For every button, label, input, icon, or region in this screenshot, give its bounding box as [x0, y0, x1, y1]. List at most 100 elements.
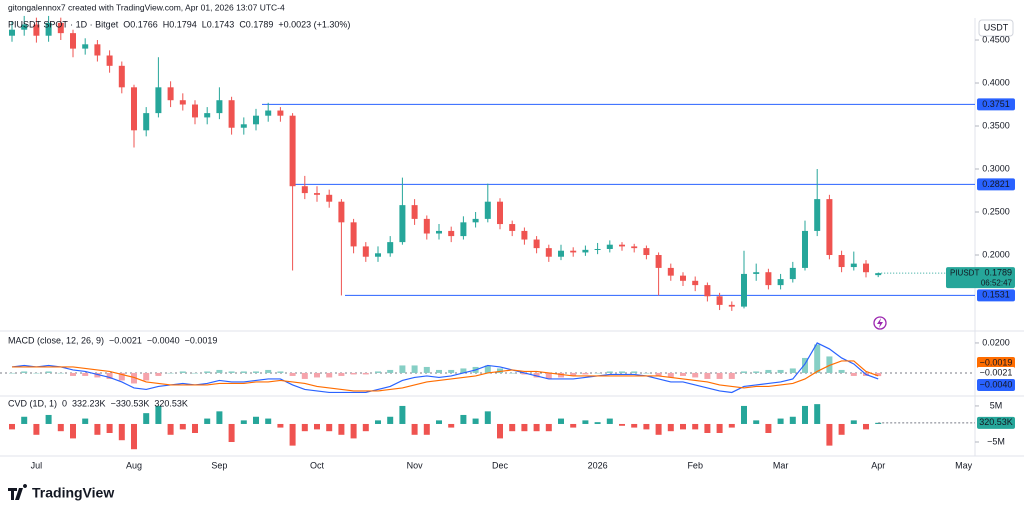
cvd-bar — [338, 423, 345, 435]
legend-item: C0.1789 — [239, 19, 273, 29]
cvd-bar — [484, 411, 491, 424]
cvd-bar — [728, 423, 735, 428]
candle-body — [692, 280, 699, 286]
cvd-bar — [741, 405, 747, 424]
cvd-bar — [57, 423, 64, 432]
candle-body — [838, 255, 845, 268]
icon-ring[interactable] — [873, 316, 887, 330]
candle-body — [57, 22, 64, 34]
candle-body — [45, 22, 52, 36]
y-tick-label: 0.4000 — [982, 77, 1010, 87]
cvd-bar — [570, 423, 577, 428]
candle-body — [704, 285, 711, 297]
histogram-bar — [131, 372, 137, 384]
cvd-bar — [533, 423, 540, 432]
last-price-box — [946, 267, 1015, 289]
histogram-bar — [192, 372, 198, 374]
histogram-bar — [777, 369, 784, 373]
y-tick-label: −5M — [987, 436, 1005, 446]
cvd-bar — [33, 423, 40, 435]
x-tick-label: Oct — [310, 460, 325, 470]
cvd-bar — [192, 423, 198, 433]
cvd-bar — [814, 404, 821, 424]
histogram-bar — [179, 371, 186, 373]
icon-bolt[interactable] — [877, 318, 883, 328]
histogram-bar — [497, 368, 503, 373]
histogram-bar — [155, 372, 162, 376]
cvd-bar — [362, 423, 369, 432]
cvd-bar — [875, 422, 882, 424]
currency[interactable]: USDT — [984, 22, 1009, 32]
histogram-bar — [253, 371, 259, 373]
histogram-bar — [106, 372, 113, 379]
cvd-bar — [472, 418, 479, 424]
histogram-bar — [57, 372, 64, 374]
macd-line — [11, 342, 879, 394]
snap-icon[interactable] — [873, 316, 887, 330]
cvd-bar — [619, 423, 625, 426]
candle-body — [387, 242, 394, 254]
cvd-bar — [436, 420, 442, 424]
cvd-bar — [521, 423, 528, 432]
histogram-bar — [753, 371, 760, 373]
x-tick-label: May — [955, 460, 973, 470]
candle-body — [741, 273, 747, 307]
last-price-symbol: PIUSDT — [950, 268, 979, 277]
candle-body — [155, 87, 162, 114]
legend-item: PIUSDT SPOT · 1D · Bitget — [8, 19, 119, 29]
histogram-bar — [277, 371, 284, 373]
candle-body — [131, 87, 137, 131]
cvd-bar — [655, 423, 662, 435]
candle-body — [411, 205, 418, 219]
histogram-bar — [362, 372, 369, 375]
histogram-bar — [558, 372, 564, 378]
cvd-bar — [314, 423, 320, 430]
cvd-bar — [594, 422, 601, 424]
cvd-bar — [448, 423, 455, 428]
candle-body — [728, 304, 735, 307]
credit: gitongalennox7 created with TradingView.… — [8, 2, 285, 12]
x-tick-label: Nov — [407, 460, 424, 470]
histogram-bar — [216, 369, 223, 373]
histogram-bar — [704, 372, 711, 379]
countdown: 06:52:47 — [981, 278, 1013, 287]
candle-body — [216, 100, 223, 114]
macd-label: −0.0040 — [980, 379, 1013, 389]
histogram-bar — [594, 372, 601, 374]
cvd-bar — [777, 418, 784, 424]
candle-body — [521, 230, 528, 240]
cvd-bar — [167, 423, 174, 435]
level-label: 0.3751 — [982, 99, 1010, 109]
candle-body — [484, 201, 491, 219]
candle-body — [314, 193, 320, 195]
histogram-bar — [167, 372, 174, 374]
cvd-bar — [460, 414, 467, 424]
histogram-label: −0.0021 — [980, 367, 1013, 377]
histogram-bar — [289, 372, 296, 376]
histogram-bar — [45, 371, 52, 373]
y-tick-label: 0.2000 — [982, 249, 1010, 259]
currency-box[interactable] — [978, 19, 1014, 37]
cvd-bar — [240, 420, 247, 424]
legend-item: −0.0021 — [109, 335, 142, 345]
candle-body — [362, 246, 369, 257]
histogram-bar — [789, 368, 796, 373]
x-tick-label: Jul — [31, 460, 43, 470]
cvd-bar — [838, 423, 845, 435]
histogram-bar — [814, 344, 821, 373]
candle-body — [570, 250, 577, 253]
candle-body — [143, 113, 150, 131]
cvd-bar — [850, 420, 857, 424]
histogram-bar — [118, 372, 125, 381]
candle-body — [472, 218, 479, 223]
cvd-bar — [143, 413, 150, 424]
candle-body — [436, 230, 442, 234]
histogram-bar — [606, 371, 613, 373]
histogram-bar — [533, 372, 540, 378]
x-tick-label: Mar — [773, 460, 789, 470]
last-price: 0.1789 — [984, 268, 1012, 278]
histogram-bar — [521, 372, 528, 375]
candle-body — [9, 29, 15, 36]
